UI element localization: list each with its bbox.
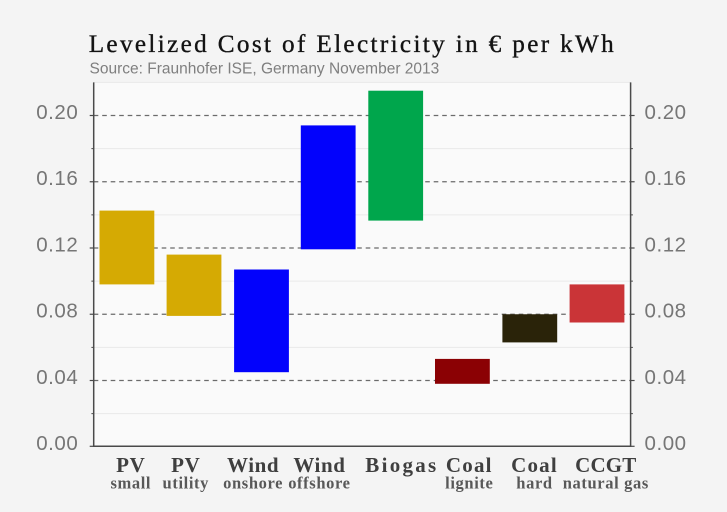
svg-text:0.00: 0.00 bbox=[36, 432, 78, 455]
svg-text:onshore: onshore bbox=[223, 473, 283, 492]
svg-text:natural gas: natural gas bbox=[563, 473, 649, 492]
svg-text:lignite: lignite bbox=[445, 473, 493, 492]
svg-text:0.04: 0.04 bbox=[645, 366, 687, 389]
svg-text:Coal: Coal bbox=[511, 453, 558, 477]
svg-text:utility: utility bbox=[163, 473, 210, 492]
svg-text:offshore: offshore bbox=[288, 473, 350, 492]
svg-text:0.20: 0.20 bbox=[36, 101, 78, 124]
svg-text:Levelized Cost of Electricity: Levelized Cost of Electricity in € per k… bbox=[89, 31, 616, 58]
svg-text:0.08: 0.08 bbox=[36, 300, 78, 323]
svg-text:0.20: 0.20 bbox=[645, 101, 687, 124]
svg-text:Wind: Wind bbox=[227, 453, 279, 477]
svg-text:0.16: 0.16 bbox=[36, 167, 78, 190]
svg-text:0.04: 0.04 bbox=[36, 366, 78, 389]
svg-text:0.16: 0.16 bbox=[645, 167, 687, 190]
svg-text:PV: PV bbox=[171, 453, 200, 477]
svg-text:0.08: 0.08 bbox=[645, 300, 687, 323]
svg-text:hard: hard bbox=[516, 473, 552, 492]
svg-text:small: small bbox=[110, 473, 151, 492]
svg-text:0.12: 0.12 bbox=[36, 234, 78, 257]
svg-text:Wind: Wind bbox=[293, 453, 345, 477]
svg-text:CCGT: CCGT bbox=[575, 453, 636, 477]
svg-text:Coal: Coal bbox=[446, 453, 493, 477]
svg-text:0.00: 0.00 bbox=[645, 432, 687, 455]
svg-text:Biogas: Biogas bbox=[365, 453, 438, 477]
svg-text:PV: PV bbox=[116, 453, 145, 477]
svg-text:Source: Fraunhofer ISE, German: Source: Fraunhofer ISE, Germany November… bbox=[90, 61, 440, 78]
svg-text:0.12: 0.12 bbox=[645, 234, 687, 257]
